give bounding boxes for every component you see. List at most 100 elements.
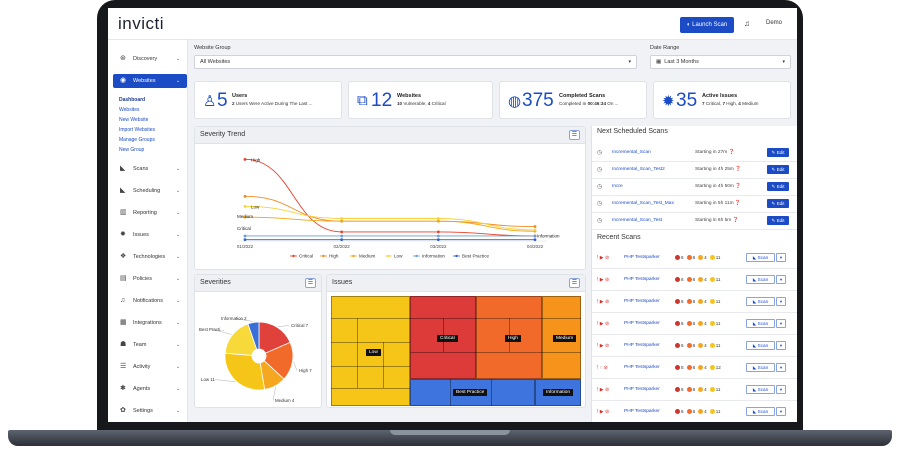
scheduled-row[interactable]: ◷ Incre Starting in 4h 50m ❓ ✎ Edit	[592, 179, 797, 196]
sidebar-item-settings[interactable]: ✿ Settings ⌄	[108, 404, 188, 418]
scan-button[interactable]: ◣ Scan	[746, 385, 775, 394]
scheduled-scan-link[interactable]: Incremental_Scan_Test	[612, 218, 663, 223]
recent-scan-row[interactable]: ! ▶ ⊘ PHP Testsparker 6 6 4 11 ◣ Scan ▾	[592, 335, 797, 357]
scan-button[interactable]: ◣ Scan	[746, 297, 775, 306]
scheduled-scan-link[interactable]: Incremental_Scan_Test_Max	[612, 201, 674, 206]
edit-button[interactable]: ✎ Edit	[767, 148, 789, 157]
chevron-down-icon[interactable]: ▾	[776, 253, 786, 262]
scan-button[interactable]: ◣ Scan	[746, 319, 775, 328]
pie-slice[interactable]	[247, 321, 260, 350]
sidebar-item-discovery[interactable]: ⊛ Discovery ⌄	[108, 52, 188, 66]
chevron-down-icon[interactable]: ▾	[776, 407, 786, 416]
scan-button[interactable]: ◣ Scan	[746, 253, 775, 262]
scheduled-scan-link[interactable]: Incremental_Scan_Test2	[612, 167, 665, 172]
list-view-button[interactable]: ☰	[569, 130, 580, 140]
treemap-cell[interactable]: Best Practice	[410, 379, 535, 406]
treemap-cell[interactable]: Critical	[410, 296, 476, 379]
treemap-cell[interactable]: High	[476, 296, 542, 379]
scheduled-row[interactable]: ◷ Incremental_Scan_Test_Max Starting in 5h…	[592, 196, 797, 213]
stat-card[interactable]: ♙ 5 Users 2 Users Were Active During The La…	[194, 81, 342, 119]
edit-button[interactable]: ✎ Edit	[767, 182, 789, 191]
sidebar-item-issues[interactable]: ✹ Issues ⌄	[108, 228, 188, 242]
recent-scan-link[interactable]: PHP Testsparker	[624, 321, 660, 326]
bell-icon[interactable]: ♫	[744, 19, 750, 28]
sidebar-item-scans[interactable]: ◣ Scans ⌄	[108, 162, 188, 176]
treemap-cell[interactable]: Information	[535, 379, 581, 406]
sidebar-item-websites[interactable]: ◉ Websites ⌄	[113, 74, 187, 88]
edit-button[interactable]: ✎ Edit	[767, 216, 789, 225]
pie-slice[interactable]	[224, 352, 266, 391]
legend-item[interactable]: Low	[385, 254, 403, 259]
sidebar-item-policies[interactable]: ▤ Policies ⌄	[108, 272, 188, 286]
recent-scan-row[interactable]: ! ▶ ⊘ PHP Testsparker 6 6 4 11 ◣ Scan ▾	[592, 401, 797, 422]
sub-link-dashboard[interactable]: Dashboard	[119, 97, 146, 103]
sub-link-websites[interactable]: Websites	[119, 107, 140, 113]
scan-button[interactable]: ◣ Scan	[746, 275, 775, 284]
stat-card[interactable]: ◍ 375 Completed Scans Completed In 00:46:34…	[499, 81, 647, 119]
sub-link-import-websites[interactable]: Import Websites	[119, 127, 156, 133]
sidebar-item-notifications[interactable]: ♫ Notifications ⌄	[108, 294, 188, 308]
recent-scan-link[interactable]: PHP Testsparker	[624, 277, 660, 282]
sidebar-item-reporting[interactable]: ▥ Reporting ⌄	[108, 206, 188, 220]
recent-scan-row[interactable]: ! ▶ ⊘ PHP Testsparker 6 6 4 11 ◣ Scan ▾	[592, 379, 797, 401]
legend-item[interactable]: Best Practice	[453, 254, 490, 259]
chevron-down-icon[interactable]: ▾	[776, 363, 786, 372]
laptop-base	[8, 430, 892, 446]
stat-card[interactable]: ✹ 35 Active Issues 7 Critical, 7 High, 4 Me…	[653, 81, 791, 119]
scheduled-scan-link[interactable]: Incre	[612, 184, 623, 189]
list-view-button[interactable]: ☰	[305, 278, 316, 288]
sub-link-new-website[interactable]: New Website	[119, 117, 149, 123]
recent-scan-row[interactable]: ! ▶ ⊘ PHP Testsparker 6 6 4 11 ◣ Scan ▾	[592, 291, 797, 313]
severity-count-value: 11	[715, 343, 721, 348]
sidebar-item-scheduling[interactable]: ◣ Scheduling ⌄	[108, 184, 188, 198]
treemap-cell[interactable]: Medium	[542, 296, 581, 379]
pie-slice[interactable]	[263, 341, 294, 380]
legend-item[interactable]: Critical	[290, 254, 313, 259]
edit-button[interactable]: ✎ Edit	[767, 165, 789, 174]
chevron-down-icon[interactable]: ▾	[776, 341, 786, 350]
website-group-select[interactable]: All Websites ▾	[194, 55, 637, 69]
legend-item[interactable]: Information	[413, 254, 445, 259]
pie-slice[interactable]	[224, 323, 258, 356]
sidebar-item-team[interactable]: ☗ Team ⌄	[108, 338, 188, 352]
user-menu[interactable]: Demo	[766, 20, 783, 26]
scheduled-row[interactable]: ◷ Incremental_Scan_Test2 Starting in 4h 25…	[592, 162, 797, 179]
scan-button[interactable]: ◣ Scan	[746, 341, 775, 350]
legend-item[interactable]: High	[320, 254, 339, 259]
scheduled-row[interactable]: ◷ Incremental_Scan_Test Starting in 6h 5m …	[592, 213, 797, 230]
sidebar-item-activity[interactable]: ☰ Activity ⌄	[108, 360, 188, 374]
legend-item[interactable]: Medium	[350, 254, 376, 259]
sidebar-item-technologies[interactable]: ❖ Technologies ⌄	[108, 250, 188, 264]
recent-scan-link[interactable]: PHP Testsparker	[624, 343, 660, 348]
scan-button[interactable]: ◣ Scan	[746, 407, 775, 416]
recent-scan-link[interactable]: PHP Testsparker	[624, 365, 660, 370]
treemap-subdivision	[331, 366, 410, 367]
scheduled-scan-link[interactable]: Incremental_Scan	[612, 150, 651, 155]
stat-card[interactable]: ⧉ 12 Websites 10 Vulnerable, 4 Critical	[348, 81, 493, 119]
recent-scan-row[interactable]: ! ▶ ⊘ PHP Testsparker 6 6 4 11 ◣ Scan ▾	[592, 269, 797, 291]
date-range-select[interactable]: ▦ Last 3 Months ▾	[650, 55, 791, 69]
chevron-down-icon[interactable]: ▾	[776, 319, 786, 328]
recent-scan-link[interactable]: PHP Testsparker	[624, 387, 660, 392]
scheduled-row[interactable]: ◷ Incremental_Scan Starting in 27m ❓ ✎ Edit	[592, 145, 797, 162]
list-view-button[interactable]: ☰	[569, 278, 580, 288]
severity-dot-icon	[675, 409, 680, 415]
chevron-down-icon[interactable]: ▾	[776, 275, 786, 284]
recent-scan-row[interactable]: ! ▶ ⊘ PHP Testsparker 6 6 4 11 ◣ Scan ▾	[592, 247, 797, 269]
recent-scan-link[interactable]: PHP Testsparker	[624, 299, 660, 304]
recent-scan-link[interactable]: PHP Testsparker	[624, 409, 660, 414]
scan-button[interactable]: ◣ Scan	[746, 363, 775, 372]
chevron-down-icon[interactable]: ▾	[776, 385, 786, 394]
chevron-down-icon[interactable]: ▾	[776, 297, 786, 306]
recent-scan-row[interactable]: ! ▶ ⊘ PHP Testsparker 6 6 4 11 ◣ Scan ▾	[592, 313, 797, 335]
sub-link-new-group[interactable]: New Group	[119, 147, 145, 153]
sidebar-item-agents[interactable]: ✱ Agents ⌄	[108, 382, 188, 396]
launch-scan-button[interactable]: ◐ Launch Scan	[680, 17, 734, 33]
sidebar-item-integrations[interactable]: ▦ Integrations ⌄	[108, 316, 188, 330]
treemap-cell[interactable]: Low	[331, 296, 410, 406]
recent-scan-link[interactable]: PHP Testsparker	[624, 255, 660, 260]
sub-link-manage-groups[interactable]: Manage Groups	[119, 137, 155, 143]
sidebar-item-label: Websites	[133, 78, 156, 84]
recent-scan-row[interactable]: ! ↑ ⊘ PHP Testsparker 5 6 4 12 ◣ Scan ▾	[592, 357, 797, 379]
edit-button[interactable]: ✎ Edit	[767, 199, 789, 208]
